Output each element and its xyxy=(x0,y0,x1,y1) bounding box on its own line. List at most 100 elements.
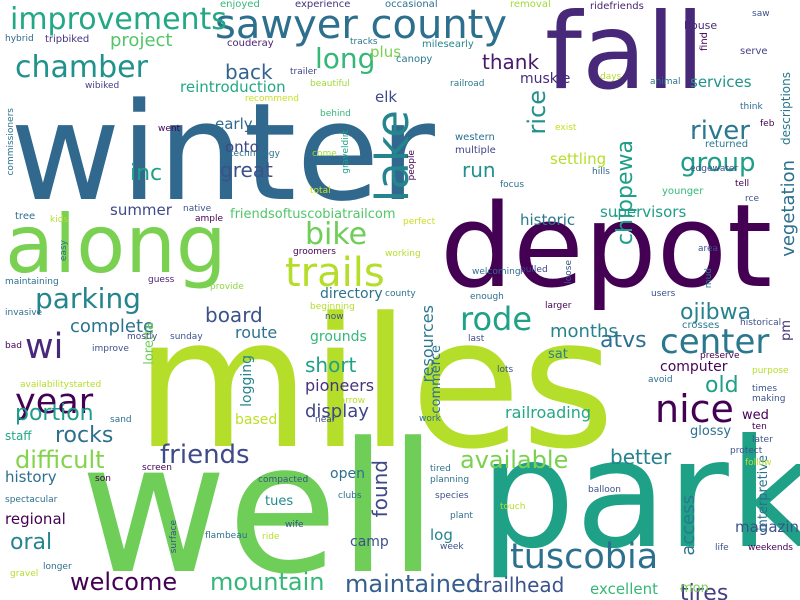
word-users: users xyxy=(651,289,676,299)
word-weekends: weekends xyxy=(748,543,793,553)
word-settling: settling xyxy=(550,150,607,168)
word-think: think xyxy=(740,102,763,112)
word-younger: younger xyxy=(662,186,704,197)
word-muskie: muskie xyxy=(520,71,571,87)
word-commissioners: commissioners xyxy=(6,108,16,176)
word-old: old xyxy=(705,373,739,398)
word-board: board xyxy=(205,303,263,327)
word-species: species xyxy=(435,491,469,501)
word-technology: technology xyxy=(230,149,280,159)
word-native: native xyxy=(183,204,212,214)
word-saw: saw xyxy=(752,9,770,19)
word-short: short xyxy=(305,353,357,377)
word-rode: rode xyxy=(460,300,533,338)
word-trailhead: trailhead xyxy=(475,573,565,597)
word-plus: plus xyxy=(370,43,402,61)
word-log: log xyxy=(430,526,453,544)
word-railroading: railroading xyxy=(505,403,591,422)
word-oral: oral xyxy=(10,530,53,555)
word-flambeau: flambeau xyxy=(205,531,248,541)
word-graveldirt: graveldirt xyxy=(341,130,351,174)
word-touch: touch xyxy=(500,502,526,512)
word-invasive: invasive xyxy=(5,308,43,318)
word-display: display xyxy=(305,401,369,422)
word-milesearly: milesearly xyxy=(422,39,474,50)
word-returned: returned xyxy=(705,139,749,150)
word-open: open xyxy=(330,466,365,482)
word-great: great xyxy=(220,158,273,182)
word-summer: summer xyxy=(110,201,172,219)
word-compacted: compacted xyxy=(258,475,309,485)
word-bad: bad xyxy=(5,341,22,351)
word-went: went xyxy=(158,124,181,134)
word-pioneers: pioneers xyxy=(305,376,375,395)
word-later: later xyxy=(752,435,773,445)
word-gravel: gravel xyxy=(10,569,39,579)
word-complete: complete xyxy=(70,316,155,337)
word-availabilitystarted: availabilitystarted xyxy=(20,380,102,390)
word-chamber: chamber xyxy=(15,50,148,85)
word-life: life xyxy=(715,543,729,553)
word-historical: historical xyxy=(740,318,782,328)
word-trails: trails xyxy=(285,250,385,296)
word-group: group xyxy=(680,148,756,178)
word-perfect: perfect xyxy=(403,217,436,227)
word-animal: animal xyxy=(650,77,681,87)
word-days: days xyxy=(600,72,622,82)
word-services: services xyxy=(690,73,752,91)
word-follow: follow xyxy=(745,458,772,468)
word-guess: guess xyxy=(148,275,175,285)
word-edgewater: edgewater xyxy=(690,164,739,174)
word-spectacular: spectacular xyxy=(5,495,58,505)
word-working: working xyxy=(385,249,421,259)
word-screen: screen xyxy=(142,463,172,473)
word-winter: winter xyxy=(10,74,435,231)
word-county: county xyxy=(385,289,416,299)
word-easy: easy xyxy=(59,240,69,262)
word-occasional: occasional xyxy=(385,0,438,10)
word-rocks: rocks xyxy=(55,423,114,448)
word-long: long xyxy=(315,42,376,75)
word-center: center xyxy=(660,322,770,362)
word-find: find xyxy=(699,32,710,51)
word-welcome: welcome xyxy=(70,568,178,596)
word-reintroduction: reintroduction xyxy=(180,78,286,96)
word-staff: staff xyxy=(5,429,32,443)
word-sawyer-county: sawyer county xyxy=(215,2,508,48)
word-sand: sand xyxy=(110,415,132,425)
word-ample: ample xyxy=(195,214,224,224)
word-descriptions: descriptions xyxy=(779,72,793,145)
word-narrow: narrow xyxy=(334,396,366,406)
word-tues: tues xyxy=(265,494,294,509)
word-river: river xyxy=(690,116,750,146)
word-thank: thank xyxy=(482,50,540,74)
word-total: total xyxy=(310,186,331,196)
word-inc: inc xyxy=(130,161,163,186)
word-run: run xyxy=(462,158,496,182)
word-hybrid: hybrid xyxy=(5,34,34,44)
word-available: available xyxy=(460,446,569,474)
word-sat: sat xyxy=(548,347,568,362)
word-parking: parking xyxy=(35,282,141,315)
word-larger: larger xyxy=(545,301,572,311)
word-depot: depot xyxy=(440,180,773,314)
word-protect: protect xyxy=(730,446,763,456)
word-supervisors: supervisors xyxy=(600,203,687,221)
word-making: making xyxy=(752,394,786,404)
word-western: western xyxy=(455,132,495,143)
word-surface: surface xyxy=(169,520,179,554)
word-enjoyed: enjoyed xyxy=(220,0,260,10)
word-trailer: trailer xyxy=(290,67,317,77)
word-logging: logging xyxy=(239,355,255,407)
word-wed: wed xyxy=(742,408,769,423)
word-tell: tell xyxy=(735,179,750,189)
word-year: year xyxy=(15,382,94,422)
word-railroad: railroad xyxy=(450,79,485,89)
word-crosses: crosses xyxy=(682,320,720,331)
word-nice: nice xyxy=(655,387,734,431)
word-vegetation: vegetation xyxy=(778,160,799,257)
word-bike: bike xyxy=(305,217,368,252)
word-exist: exist xyxy=(555,123,577,133)
word-friendsoftuscobiatrailcom: friendsoftuscobiatrailcom xyxy=(230,207,396,222)
word-early: early xyxy=(215,115,253,133)
